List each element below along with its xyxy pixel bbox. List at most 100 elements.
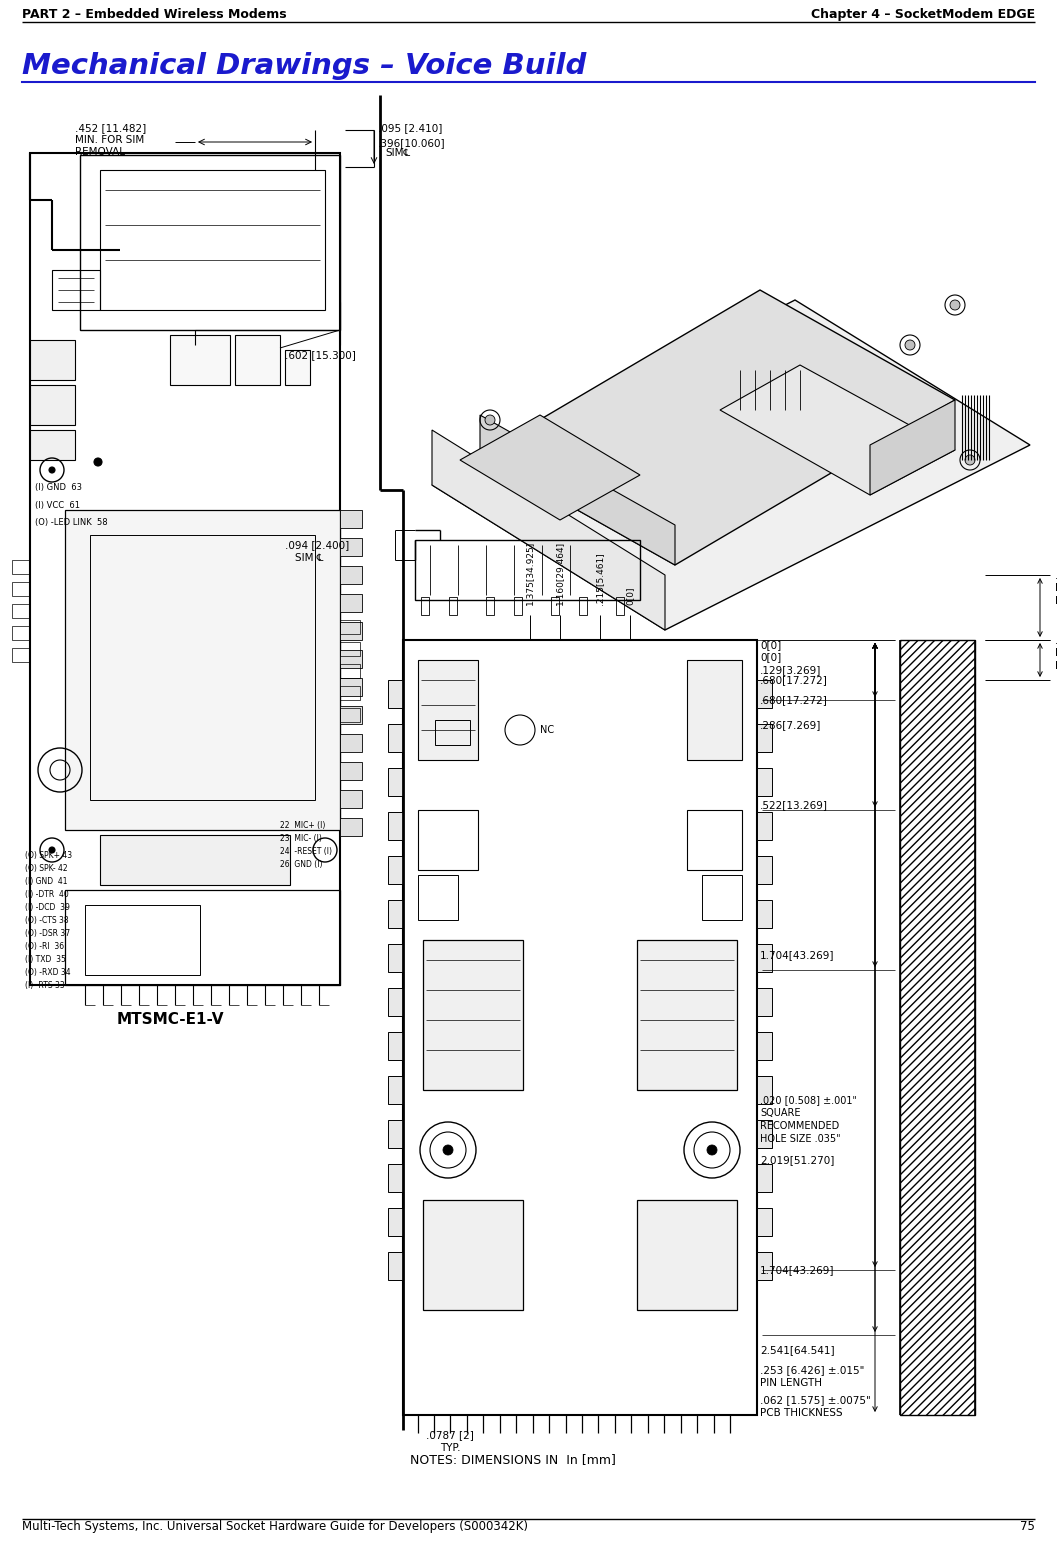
Bar (421, 596, 429, 615)
Text: .680[17.272]: .680[17.272] (760, 695, 828, 704)
Polygon shape (432, 300, 1030, 630)
Bar (757, 1120, 772, 1148)
Bar (340, 761, 361, 780)
Bar (340, 678, 361, 697)
Bar (486, 596, 494, 615)
Text: MAX. COMP.: MAX. COMP. (1055, 582, 1057, 593)
Text: MIN. FOR SIM: MIN. FOR SIM (75, 136, 144, 145)
Bar (388, 1251, 403, 1281)
Text: 2.019[51.270]: 2.019[51.270] (760, 1156, 834, 1165)
Bar (340, 664, 360, 678)
Text: MTSMC-E1-V: MTSMC-E1-V (116, 1012, 224, 1028)
Text: MAX. COMP.: MAX. COMP. (1055, 649, 1057, 658)
Bar (30, 430, 75, 461)
Bar (388, 767, 403, 797)
Bar (388, 812, 403, 840)
Bar (30, 385, 75, 425)
Text: 1.704[43.269]: 1.704[43.269] (760, 949, 834, 960)
Bar (551, 596, 559, 615)
Text: 1.160[29.464]: 1.160[29.464] (556, 541, 564, 606)
Text: HOLE SIZE .035": HOLE SIZE .035" (760, 1134, 840, 1143)
Circle shape (443, 1145, 453, 1156)
Text: 23  MIC- (I): 23 MIC- (I) (280, 834, 322, 843)
Text: (O) -DSR 37: (O) -DSR 37 (25, 929, 70, 937)
Circle shape (965, 455, 975, 465)
Bar (757, 1208, 772, 1236)
Text: 1.375[34.925]: 1.375[34.925] (525, 541, 535, 606)
Bar (388, 1032, 403, 1060)
Polygon shape (460, 415, 639, 519)
Bar (340, 706, 361, 724)
Bar (30, 153, 340, 985)
Text: .020 [0.508] ±.001": .020 [0.508] ±.001" (760, 1096, 857, 1105)
Bar (340, 566, 361, 584)
Bar (423, 940, 523, 1089)
Bar (757, 812, 772, 840)
Bar (12, 559, 30, 573)
Text: 24  -RESET (I): 24 -RESET (I) (280, 846, 332, 855)
Bar (85, 905, 200, 975)
Text: .062 [1.575] ±.0075": .062 [1.575] ±.0075" (760, 1395, 871, 1405)
Text: PIN LENGTH: PIN LENGTH (760, 1378, 822, 1388)
Circle shape (950, 300, 960, 310)
Text: (I) GND  63: (I) GND 63 (35, 482, 82, 492)
Circle shape (49, 467, 55, 473)
Bar (52, 270, 100, 310)
Text: 0[0]: 0[0] (626, 587, 634, 606)
Text: (I) -RTS 33: (I) -RTS 33 (25, 980, 64, 989)
Bar (418, 875, 458, 920)
Text: .680[17.272]: .680[17.272] (760, 675, 828, 686)
Bar (12, 582, 30, 596)
Bar (757, 724, 772, 752)
Bar (340, 643, 360, 656)
Bar (757, 1076, 772, 1103)
Bar (340, 538, 361, 556)
Bar (340, 650, 361, 667)
Bar (80, 156, 340, 330)
Bar (514, 596, 522, 615)
Circle shape (707, 1145, 717, 1156)
Bar (757, 1163, 772, 1193)
Bar (579, 596, 587, 615)
Bar (340, 619, 360, 633)
Bar (637, 940, 737, 1089)
Bar (449, 596, 457, 615)
Bar (388, 724, 403, 752)
Bar (12, 604, 30, 618)
Bar (757, 900, 772, 928)
Bar (340, 686, 360, 700)
Bar (757, 1032, 772, 1060)
Bar (757, 988, 772, 1016)
Bar (170, 334, 230, 385)
Text: 26  GND (I): 26 GND (I) (280, 860, 322, 869)
Polygon shape (480, 415, 675, 566)
Text: Mechanical Drawings – Voice Build: Mechanical Drawings – Voice Build (22, 52, 587, 80)
Bar (388, 988, 403, 1016)
Text: 0[0]: 0[0] (760, 640, 781, 650)
Bar (423, 1200, 523, 1310)
Bar (285, 350, 310, 385)
Text: (O) -RXD 34: (O) -RXD 34 (25, 968, 71, 977)
Bar (90, 535, 315, 800)
Bar (340, 791, 361, 807)
Bar (64, 510, 340, 831)
Bar (418, 811, 478, 871)
Text: (O) -LED LINK  58: (O) -LED LINK 58 (35, 518, 108, 527)
Text: Chapter 4 – SocketModem EDGE: Chapter 4 – SocketModem EDGE (811, 8, 1035, 22)
Bar (637, 1200, 737, 1310)
Polygon shape (432, 430, 665, 630)
Bar (687, 660, 742, 760)
Text: .0787 [2]: .0787 [2] (426, 1430, 474, 1439)
Bar (12, 649, 30, 663)
Text: 0[0]: 0[0] (760, 652, 781, 663)
Text: (I) TXD  35: (I) TXD 35 (25, 954, 66, 963)
Text: RECOMMENDED: RECOMMENDED (760, 1120, 839, 1131)
Text: NOTES: DIMENSIONS IN  In [mm]: NOTES: DIMENSIONS IN In [mm] (410, 1453, 616, 1467)
Bar (388, 855, 403, 885)
Bar (900, 640, 975, 1415)
Bar (702, 875, 742, 920)
Text: HEIGHT BOTTOM: HEIGHT BOTTOM (1055, 661, 1057, 670)
Polygon shape (720, 365, 956, 495)
Bar (403, 640, 757, 1415)
Text: (I) -DCD  39: (I) -DCD 39 (25, 903, 70, 911)
